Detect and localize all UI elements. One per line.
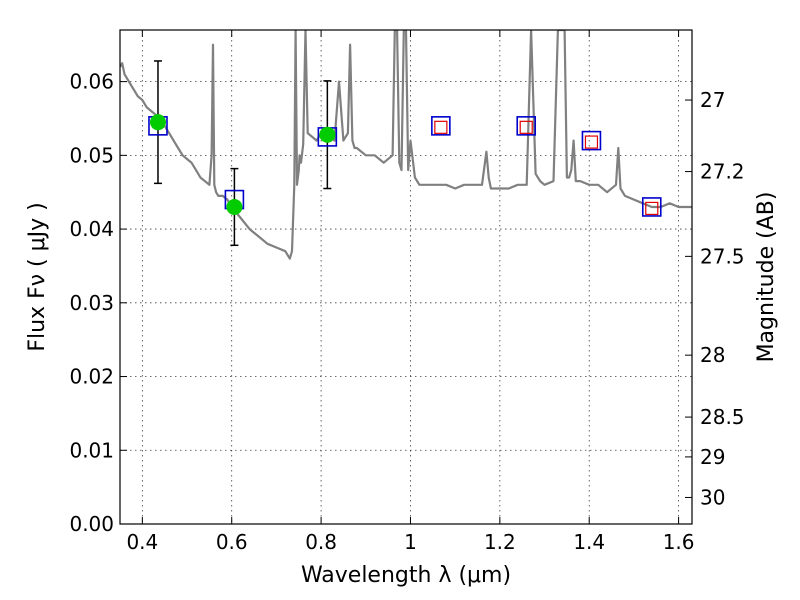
y-axis-title-left: Flux Fν ( μJy )	[25, 202, 50, 351]
axis-ticks: 0.4 0.6 0.8 1 1.2 1.4 1.6 0.00 0.01 0.02 0.03 0.04 0…	[69, 30, 745, 554]
x-tick-label: 0.8	[305, 530, 337, 554]
x-tick-label: 1	[404, 530, 417, 554]
predicted-photometry-point	[584, 135, 599, 149]
grid-lines	[120, 30, 692, 525]
magnitude-tick-label: 28	[700, 343, 725, 367]
y-tick-label: 0.02	[69, 365, 114, 389]
y-tick-label: 0.06	[69, 70, 114, 94]
model-photometry-point	[431, 116, 451, 136]
x-tick-label: 1.4	[573, 530, 605, 554]
observed-photometry-point	[149, 114, 166, 131]
magnitude-tick-label: 30	[700, 485, 725, 509]
x-tick-label: 0.6	[216, 530, 248, 554]
y-tick-label: 0.04	[69, 217, 114, 241]
y-axis-title-right: Magnitude (AB)	[754, 192, 779, 363]
predicted-photometry-point	[434, 120, 448, 134]
plot-area	[120, 30, 692, 260]
y-tick-label: 0.01	[69, 438, 114, 462]
x-tick-label: 1.2	[484, 530, 516, 554]
observed-photometry-point	[319, 126, 336, 143]
y-tick-label: 0.03	[69, 291, 114, 315]
y-tick-label: 0.05	[69, 143, 114, 167]
magnitude-tick-label: 28.5	[700, 405, 745, 429]
y-tick-label: 0.00	[69, 512, 114, 536]
predicted-photometry-point	[645, 201, 659, 216]
magnitude-tick-label: 27.5	[700, 244, 745, 268]
magnitude-tick-label: 29	[700, 445, 725, 469]
plot-frame	[119, 29, 693, 525]
model-photometry-point	[641, 197, 662, 217]
x-tick-label: 1.6	[663, 530, 695, 554]
x-axis-title: Wavelength λ (μm)	[301, 563, 511, 588]
model-photometry-point	[581, 130, 602, 151]
model-photometry-point	[516, 116, 537, 136]
x-tick-label: 0.4	[126, 530, 158, 554]
predicted-photometry-point	[519, 120, 533, 134]
magnitude-tick-label: 27	[700, 88, 725, 112]
model-spectrum-line	[120, 30, 692, 260]
magnitude-tick-label: 27.2	[700, 160, 745, 184]
observed-photometry-point	[226, 198, 243, 215]
